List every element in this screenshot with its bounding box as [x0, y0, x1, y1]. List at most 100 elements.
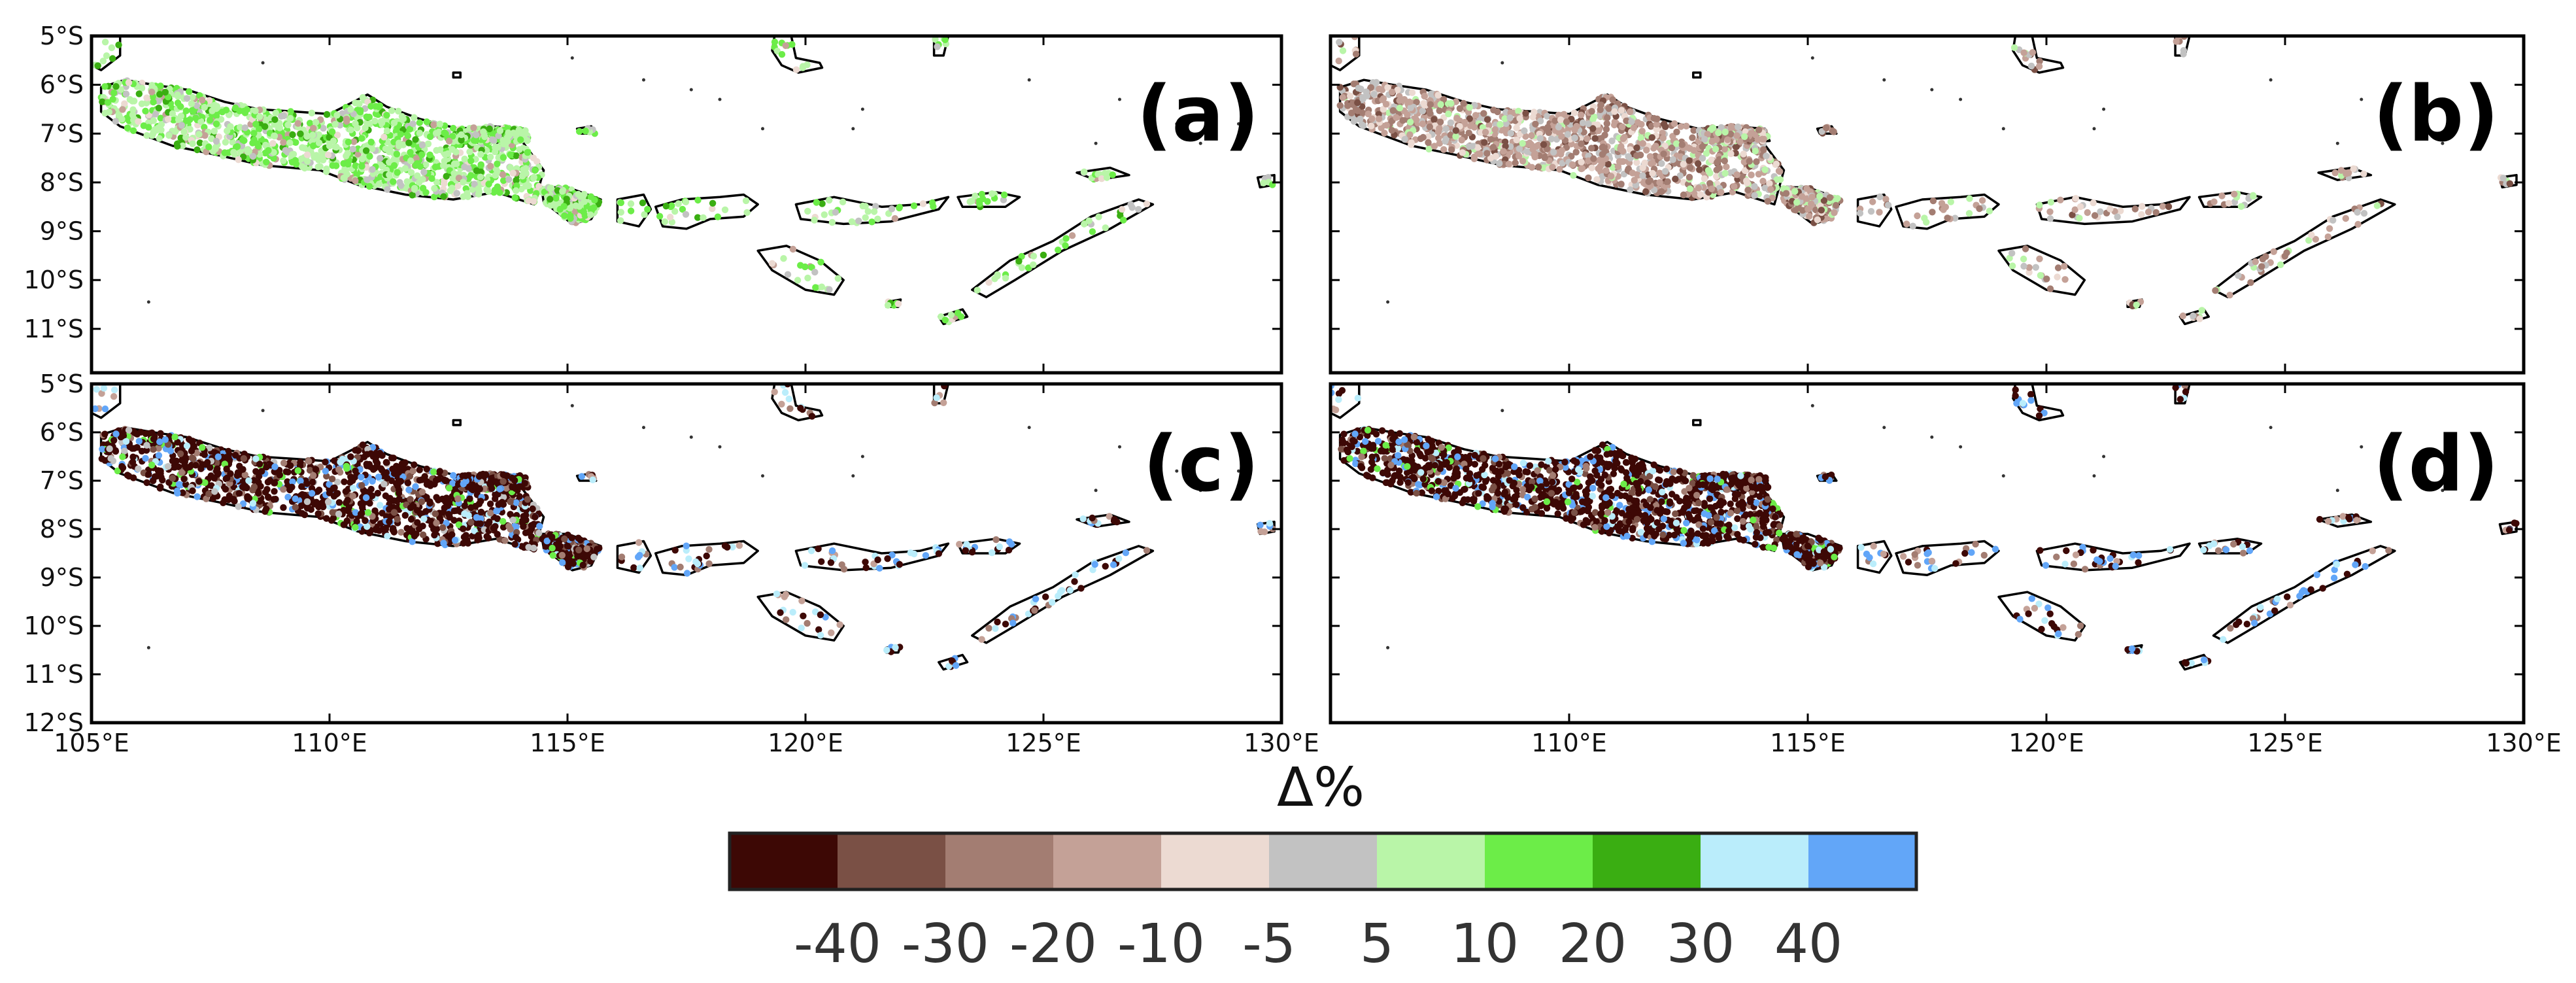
station-point	[2010, 44, 2018, 52]
station-point	[1513, 124, 1520, 131]
station-point	[1791, 188, 1799, 195]
station-point	[276, 472, 283, 479]
station-point	[489, 136, 496, 143]
station-point	[286, 462, 294, 470]
station-point	[1396, 97, 1403, 104]
station-point	[2165, 203, 2173, 211]
station-point	[1744, 186, 1752, 194]
station-point	[312, 466, 320, 473]
station-point	[679, 205, 686, 213]
station-point	[369, 165, 376, 173]
station-point	[1467, 122, 1474, 129]
station-point	[985, 279, 992, 286]
station-point	[1776, 176, 1784, 183]
station-point	[194, 146, 201, 154]
station-point	[1668, 144, 1676, 152]
station-point	[414, 172, 421, 179]
station-point	[1120, 216, 1127, 224]
station-point	[383, 474, 391, 482]
station-point	[1593, 176, 1601, 183]
station-point	[486, 500, 494, 508]
station-point	[206, 97, 213, 104]
station-point	[252, 468, 260, 475]
station-point	[418, 141, 426, 148]
islet	[851, 127, 855, 131]
islet	[2092, 127, 2096, 131]
islet	[689, 88, 693, 92]
station-point	[2054, 273, 2061, 281]
station-point	[1712, 145, 1720, 152]
station-point	[433, 179, 441, 186]
station-point	[2022, 245, 2029, 252]
station-point	[1519, 140, 1526, 147]
station-point	[1459, 149, 1466, 156]
station-point	[255, 143, 262, 150]
station-point	[388, 107, 396, 114]
station-point	[582, 128, 589, 135]
station-point	[1826, 194, 1833, 201]
station-point	[1098, 175, 1106, 182]
panel-frame	[90, 34, 1283, 375]
station-point	[469, 186, 476, 193]
station-point	[1735, 123, 1742, 131]
station-point	[671, 208, 679, 215]
station-point	[1686, 164, 1694, 171]
station-point	[1808, 194, 1816, 201]
station-point	[145, 124, 152, 131]
station-point	[1818, 207, 1825, 214]
station-point	[233, 143, 241, 150]
islet	[1027, 426, 1031, 430]
islet	[570, 404, 574, 407]
station-point	[441, 158, 448, 165]
station-point	[1633, 152, 1640, 160]
station-point	[461, 155, 468, 163]
station-point	[1002, 275, 1009, 282]
station-point	[1426, 107, 1433, 114]
station-point	[2196, 315, 2203, 322]
station-point	[1601, 131, 1608, 139]
station-point	[350, 138, 358, 145]
station-point	[297, 130, 304, 137]
station-point	[129, 106, 137, 113]
station-point	[2326, 225, 2333, 232]
station-point	[436, 120, 443, 128]
station-point	[627, 207, 635, 215]
station-point	[1425, 133, 1432, 140]
station-point	[416, 477, 424, 484]
station-point	[1531, 150, 1538, 158]
station-point	[2131, 205, 2139, 213]
station-point	[407, 169, 415, 176]
station-point	[2027, 62, 2035, 70]
station-point	[1697, 191, 1704, 198]
station-point	[208, 482, 215, 489]
station-point	[142, 455, 149, 462]
station-point	[1406, 118, 1414, 126]
station-point	[359, 94, 367, 101]
station-point	[194, 493, 201, 500]
station-point	[1799, 207, 1806, 214]
station-point	[1548, 135, 1555, 143]
station-point	[617, 209, 624, 216]
station-point	[1599, 160, 1606, 167]
station-point	[1633, 144, 1640, 152]
station-point	[142, 107, 149, 114]
station-point	[109, 55, 116, 62]
station-point	[143, 94, 150, 101]
station-point	[138, 447, 146, 455]
station-point	[511, 194, 518, 201]
station-point	[1447, 119, 1455, 126]
station-point	[2179, 312, 2187, 320]
station-point	[406, 473, 414, 480]
station-point	[2373, 202, 2381, 209]
station-point	[222, 139, 229, 146]
station-point	[1696, 166, 1703, 173]
station-point	[174, 143, 181, 150]
station-point	[627, 200, 635, 207]
station-point	[1485, 122, 1493, 129]
station-point	[349, 492, 356, 500]
station-point	[1914, 212, 1921, 220]
station-point	[1419, 107, 1427, 114]
station-point	[1751, 182, 1758, 190]
station-point	[817, 258, 824, 266]
station-point	[270, 496, 277, 503]
